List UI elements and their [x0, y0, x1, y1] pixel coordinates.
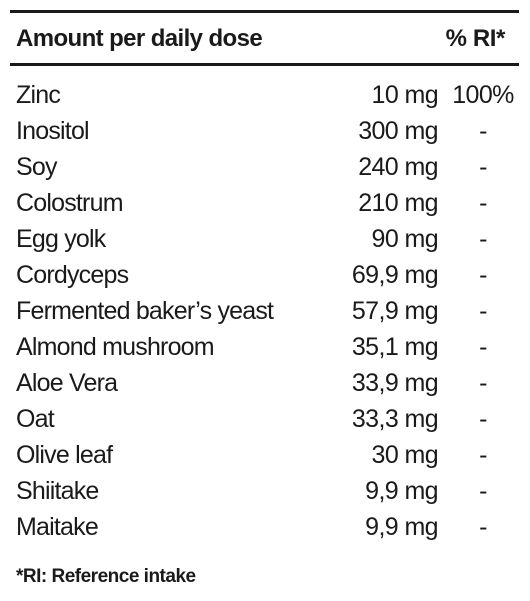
ingredient-ri: -	[479, 441, 487, 469]
footnote-ri-definition: *RI: Reference intake	[16, 566, 196, 587]
table-header: Amount per daily dose % RI*	[10, 17, 519, 59]
ingredient-ri: -	[479, 333, 487, 361]
ingredient-ri: -	[479, 513, 487, 541]
ingredient-name: Inositol	[16, 117, 90, 145]
ingredient-name: Egg yolk	[16, 225, 106, 253]
table-row: Almond mushroom 35,1 mg -	[10, 332, 519, 368]
ingredient-amount: 69,9 mg	[351, 261, 439, 289]
table-row: Oat 33,3 mg -	[10, 404, 519, 440]
ingredient-name: Almond mushroom	[16, 333, 215, 361]
table-row: Egg yolk 90 mg -	[10, 224, 519, 260]
ingredient-amount: 35,1 mg	[351, 333, 439, 361]
table-row: Soy 240 mg -	[10, 152, 519, 188]
ingredient-amount: 10 mg	[371, 81, 439, 109]
ingredient-amount: 90 mg	[371, 225, 439, 253]
table-row: Aloe Vera 33,9 mg -	[10, 368, 519, 404]
table-row: Inositol 300 mg -	[10, 116, 519, 152]
ingredient-amount: 9,9 mg	[365, 513, 438, 541]
ingredient-amount: 33,3 mg	[351, 405, 439, 433]
ingredient-amount: 33,9 mg	[351, 369, 439, 397]
ingredient-name: Soy	[16, 153, 57, 181]
table-row: Cordyceps 69,9 mg -	[10, 260, 519, 296]
ingredient-name: Fermented baker’s yeast	[16, 297, 274, 325]
ingredient-amount: 9,9 mg	[365, 477, 438, 505]
header-divider-rule	[10, 63, 519, 66]
ingredient-amount: 240 mg	[358, 153, 438, 181]
table-row: Maitake 9,9 mg -	[10, 512, 519, 548]
ingredient-name: Aloe Vera	[16, 369, 118, 397]
ingredient-ri: -	[479, 225, 487, 253]
ingredient-amount: 210 mg	[358, 189, 438, 217]
ingredient-name: Colostrum	[16, 189, 124, 217]
header-percent-ri: % RI*	[445, 25, 506, 52]
table-row: Zinc 10 mg 100%	[10, 80, 519, 116]
ingredient-amount: 57,9 mg	[351, 297, 439, 325]
ingredient-ri: -	[479, 153, 487, 181]
ingredient-ri: 100%	[452, 81, 514, 109]
ingredient-name: Oat	[16, 405, 55, 433]
ingredient-name: Olive leaf	[16, 441, 113, 469]
ingredient-name: Zinc	[16, 81, 61, 109]
table-row: Shiitake 9,9 mg -	[10, 476, 519, 512]
table-top-rule	[10, 10, 519, 13]
table-row: Fermented baker’s yeast 57,9 mg -	[10, 296, 519, 332]
ingredient-name: Maitake	[16, 513, 99, 541]
ingredient-ri: -	[479, 405, 487, 433]
ingredient-ri: -	[479, 117, 487, 145]
ingredient-ri: -	[479, 261, 487, 289]
table-row: Colostrum 210 mg -	[10, 188, 519, 224]
ingredient-amount: 30 mg	[371, 441, 439, 469]
table-row: Olive leaf 30 mg -	[10, 440, 519, 476]
ingredient-ri: -	[479, 369, 487, 397]
ingredient-ri: -	[479, 477, 487, 505]
ingredient-amount: 300 mg	[358, 117, 438, 145]
ingredient-ri: -	[479, 297, 487, 325]
header-amount-per-daily-dose: Amount per daily dose	[16, 25, 263, 52]
ingredient-name: Shiitake	[16, 477, 99, 505]
ingredient-ri: -	[479, 189, 487, 217]
table-body: Zinc 10 mg 100% Inositol 300 mg - Soy 24…	[10, 80, 519, 548]
ingredient-name: Cordyceps	[16, 261, 129, 289]
